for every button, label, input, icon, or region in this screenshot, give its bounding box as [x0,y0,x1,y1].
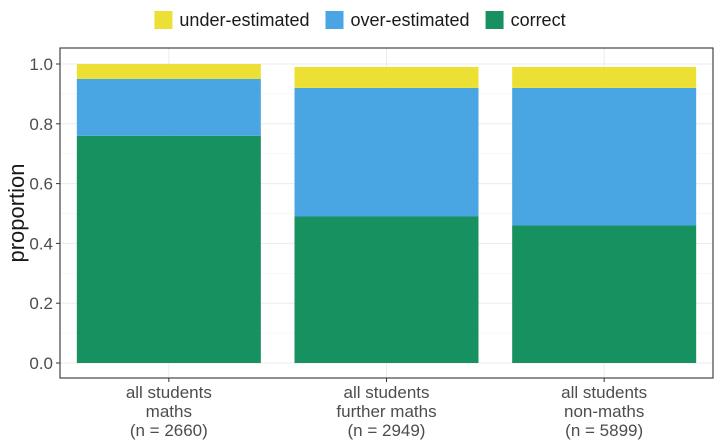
plot-area [60,48,713,378]
y-tick-label: 0.8 [29,115,53,134]
bar-over-estimated-1 [77,79,261,136]
y-tick-label: 0.0 [29,354,53,373]
bar-under-estimated-3 [512,67,696,88]
legend-key-under-estimated [154,11,172,29]
legend-item-correct: correct [486,10,566,30]
bar-under-estimated-2 [295,67,479,88]
legend-label: over-estimated [351,10,470,30]
bar-correct-1 [77,136,261,363]
legend-item-under-estimated: under-estimated [154,10,309,30]
y-tick-label: 1.0 [29,55,53,74]
x-tick-label: all students maths (n = 2660) [126,383,212,440]
legend-label: correct [511,10,566,30]
bar-under-estimated-1 [77,64,261,79]
legend-item-over-estimated: over-estimated [326,10,470,30]
y-tick-label: 0.4 [29,234,53,253]
bar-correct-2 [295,216,479,363]
legend-key-over-estimated [326,11,344,29]
bar-correct-3 [512,225,696,363]
y-axis-title: proportion [4,163,29,262]
bar-over-estimated-2 [295,88,479,217]
legend: under-estimated over-estimated correct [154,10,565,30]
y-tick-label: 0.6 [29,175,53,194]
y-tick-label: 0.2 [29,294,53,313]
legend-key-correct [486,11,504,29]
x-axis: all students maths (n = 2660) all students f… [126,378,647,440]
bar-over-estimated-3 [512,88,696,226]
x-tick-label: all students further maths (n = 2949) [336,383,436,440]
y-axis: 0.0 0.2 0.4 0.6 0.8 1.0 [29,55,60,373]
legend-label: under-estimated [179,10,309,30]
bars [77,64,696,363]
x-tick-label: all students non-maths (n = 5899) [561,383,647,440]
